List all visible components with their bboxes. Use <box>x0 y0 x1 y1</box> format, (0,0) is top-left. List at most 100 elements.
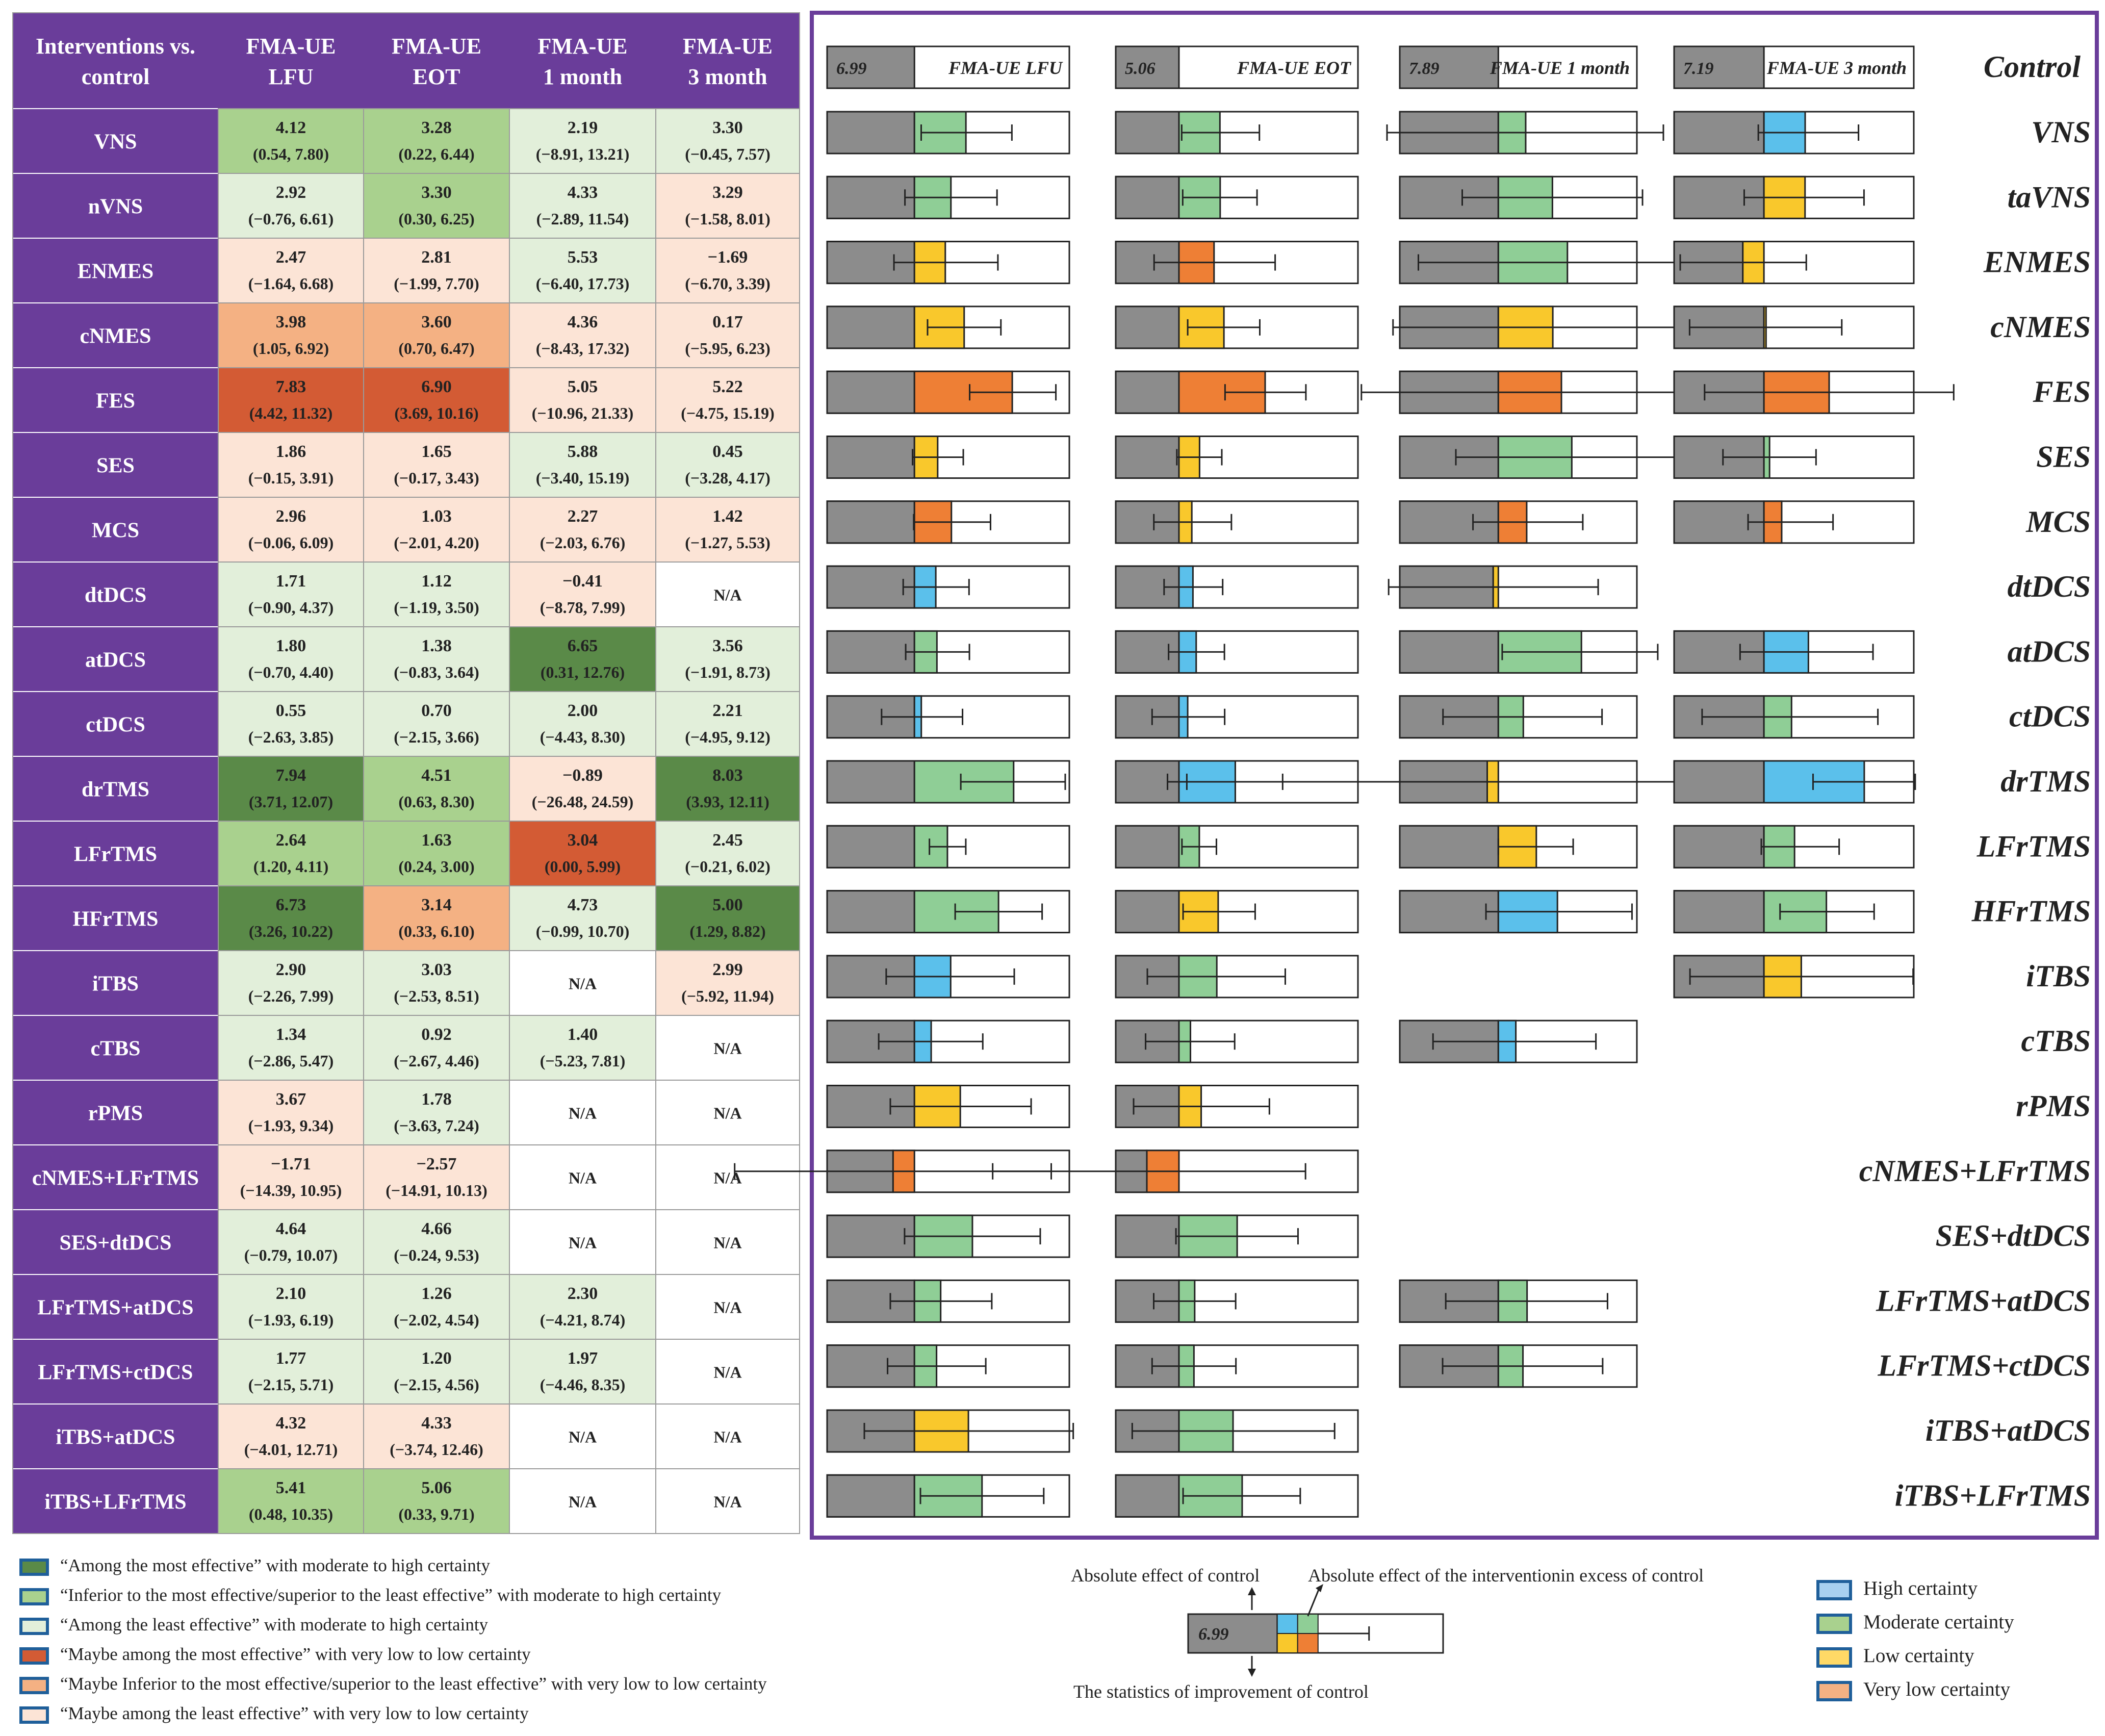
column-header: LFU <box>269 64 314 89</box>
effect-bar-group <box>1673 370 1955 414</box>
table-cell <box>363 756 510 822</box>
cell-estimate: 8.03 <box>712 766 743 785</box>
table-cell <box>363 1015 510 1081</box>
effect-bar-group <box>1392 305 1716 349</box>
effect-bar-group <box>826 1409 1074 1453</box>
table-row-label-cell <box>12 950 219 1016</box>
cell-estimate: 5.00 <box>712 896 743 914</box>
cell-na: N/A <box>569 1169 597 1187</box>
effect-bar-group <box>826 500 1070 544</box>
cell-interval: (0.24, 3.00) <box>398 857 474 876</box>
certainty-label: Moderate certainty <box>1863 1611 2014 1633</box>
cell-estimate: 3.98 <box>276 313 306 331</box>
control-segment <box>826 1474 915 1518</box>
cell-interval: (−0.90, 4.37) <box>248 598 334 617</box>
row-label: cTBS <box>2021 1024 2091 1058</box>
cell-estimate: 4.66 <box>421 1219 452 1238</box>
table-row-label: ctDCS <box>86 713 145 737</box>
effect-bar-group <box>1115 370 1359 414</box>
effect-bar-group <box>1673 436 1915 479</box>
effect-bar-group <box>1115 890 1359 934</box>
table-cell <box>218 1468 364 1534</box>
cell-estimate: 4.32 <box>276 1414 306 1433</box>
table-cell <box>218 950 364 1016</box>
cell-interval: (−2.53, 8.51) <box>394 987 479 1005</box>
effect-bar-group <box>1388 565 1638 609</box>
control-segment <box>1399 630 1499 674</box>
table-row-label: SES+dtDCS <box>59 1232 171 1255</box>
table-row-label-cell <box>12 885 219 951</box>
effect-bar-group <box>1399 695 1638 739</box>
cell-interval: (−1.99, 7.70) <box>394 274 479 293</box>
table-row-label: ENMES <box>78 260 153 284</box>
effect-bar-group <box>1673 175 1915 219</box>
table-row-label: rPMS <box>88 1102 143 1126</box>
cell-estimate: 6.90 <box>421 377 452 396</box>
cell-na: N/A <box>713 586 741 604</box>
cell-estimate: 2.19 <box>568 118 598 137</box>
table-cell <box>363 950 510 1016</box>
table-cell <box>218 1144 364 1210</box>
example-segment-low <box>1276 1633 1298 1653</box>
cell-interval: (−0.17, 3.43) <box>394 469 479 487</box>
effect-bar-group <box>826 630 1070 674</box>
cell-na: N/A <box>713 1298 741 1317</box>
table-cell <box>509 1080 656 1145</box>
control-box-1: 6.99 FMA-UE LFU <box>826 45 1070 89</box>
control-segment <box>1115 1474 1180 1518</box>
table-cell <box>655 238 800 303</box>
table-row-label: cNMES <box>80 325 151 348</box>
annotation-excess-effect: Absolute effect of the interventionin ex… <box>1308 1565 1704 1586</box>
chart-panel-border <box>810 11 2099 1540</box>
cell-na: N/A <box>713 1493 741 1511</box>
cell-estimate: 1.80 <box>276 636 306 655</box>
table-cell <box>509 1468 656 1534</box>
effect-bar-group <box>1115 175 1359 219</box>
effect-bar-group <box>1399 175 1644 219</box>
column-header: 1 month <box>543 64 622 89</box>
effect-bar-group <box>1115 695 1359 739</box>
table-cell <box>218 1403 364 1469</box>
table-cell <box>363 302 510 368</box>
legend-swatch <box>19 1588 49 1605</box>
legend-item-intermediate-low: “Maybe Inferior to the most effective/su… <box>19 1674 767 1694</box>
row-label: iTBS+LFrTMS <box>1895 1478 2091 1512</box>
cell-estimate: 5.41 <box>276 1478 306 1497</box>
table-cell <box>363 367 510 433</box>
table-header-label: Interventions vs. <box>36 34 195 59</box>
control-segment <box>826 305 915 349</box>
cell-estimate: 0.70 <box>421 701 452 720</box>
cell-estimate: 4.64 <box>276 1219 306 1238</box>
cell-interval: (−2.86, 5.47) <box>248 1052 334 1070</box>
example-control-segment <box>1187 1613 1278 1654</box>
cell-interval: (3.71, 12.07) <box>249 793 333 811</box>
cell-estimate: 5.06 <box>421 1478 452 1497</box>
table-cell <box>509 885 656 951</box>
control-bar <box>1399 45 1499 89</box>
control-segment <box>1115 825 1180 869</box>
cell-interval: (0.54, 7.80) <box>253 145 329 163</box>
row-label: LFrTMS+atDCS <box>1876 1284 2091 1317</box>
outcome-label: FMA-UE LFU <box>948 58 1063 78</box>
row-label: atDCS <box>2008 634 2091 668</box>
effect-bar-group <box>1673 695 1915 739</box>
table-cell <box>363 626 510 692</box>
control-segment <box>826 111 915 155</box>
legend-swatch <box>19 1647 49 1665</box>
table-cell <box>655 756 800 822</box>
table-cell <box>655 1209 800 1275</box>
cell-interval: (0.63, 8.30) <box>398 793 474 811</box>
cell-interval: (−0.70, 4.40) <box>248 663 334 681</box>
table-cell <box>218 432 364 498</box>
outcome-label: FMA-UE 3 month <box>1766 58 1907 78</box>
cell-interval: (−0.24, 9.53) <box>394 1246 479 1264</box>
legend-item-most-effective-low: “Maybe among the most effective” with ve… <box>19 1644 531 1665</box>
row-label: SES <box>2036 440 2091 474</box>
certainty-very-low: Very low certainty <box>1816 1678 2010 1702</box>
cell-interval: (0.22, 6.44) <box>398 145 474 163</box>
cell-estimate: 2.92 <box>276 183 306 202</box>
effect-bar-group <box>826 111 1070 155</box>
row-label: FES <box>2033 375 2091 409</box>
effect-bar-group <box>826 1019 1070 1063</box>
table-row-label: cTBS <box>90 1037 140 1061</box>
